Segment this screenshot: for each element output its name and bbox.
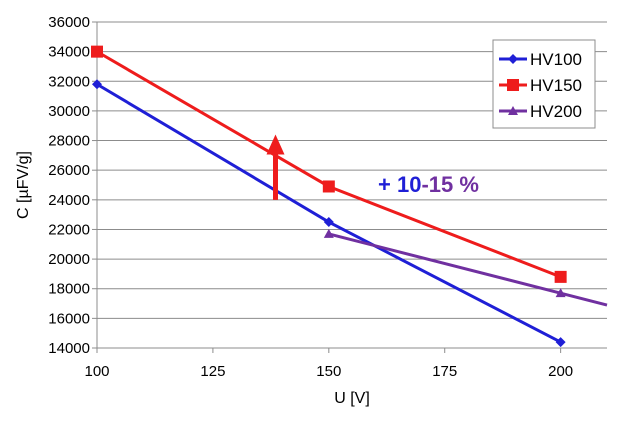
x-tick-label: 100: [84, 363, 109, 380]
y-tick-labels: 14000 16000 18000 20000 22000 24000 26000 28000…: [48, 14, 90, 357]
legend-label-hv200: HV200: [530, 102, 582, 121]
y-tick-label: 32000: [48, 73, 90, 90]
annotation-part-1: + 10: [378, 172, 421, 197]
y-axis-label: C [µFV/g]: [15, 151, 32, 219]
data-point-hv200: [323, 228, 334, 238]
y-tick-label: 18000: [48, 281, 90, 298]
legend-marker-hv150: [507, 79, 519, 91]
data-point-hv150: [322, 180, 335, 193]
y-tick-label: 34000: [48, 44, 90, 61]
y-tick-label: 16000: [48, 310, 90, 327]
x-tick-labels: 100 125 150 175 200: [84, 363, 573, 380]
y-tick-label: 26000: [48, 162, 90, 179]
y-tick-label: 14000: [48, 340, 90, 357]
data-point-hv200: [555, 288, 566, 298]
arrow-head: [266, 134, 285, 155]
x-axis-label: U [V]: [334, 390, 370, 407]
data-point-hv150: [91, 45, 103, 58]
series-markers: [91, 45, 567, 348]
x-tick-label: 175: [432, 363, 457, 380]
x-tick-label: 125: [200, 363, 225, 380]
percentage-annotation: + 10-15 %: [378, 172, 479, 197]
y-tick-label: 20000: [48, 251, 90, 268]
y-tick-label: 28000: [48, 133, 90, 150]
legend-label-hv100: HV100: [530, 50, 582, 69]
x-tick-label: 200: [548, 363, 573, 380]
data-point-hv150: [554, 270, 567, 283]
y-tick-label: 24000: [48, 192, 90, 209]
legend-label-hv150: HV150: [530, 76, 582, 95]
legend-marker-hv100: [508, 54, 518, 64]
y-tick-label: 30000: [48, 103, 90, 120]
x-tick-label: 150: [316, 363, 341, 380]
y-tick-label: 36000: [48, 14, 90, 31]
data-point-hv100: [92, 79, 102, 90]
increase-arrow: [266, 134, 285, 200]
data-point-hv100: [323, 217, 334, 228]
legend-marker-hv200: [508, 106, 518, 115]
legend: HV100 HV150 HV200: [492, 39, 596, 129]
annotation-part-2: -15 %: [421, 172, 478, 197]
data-point-hv100: [555, 337, 566, 348]
axes: [92, 21, 607, 353]
y-tick-label: 22000: [48, 221, 90, 238]
